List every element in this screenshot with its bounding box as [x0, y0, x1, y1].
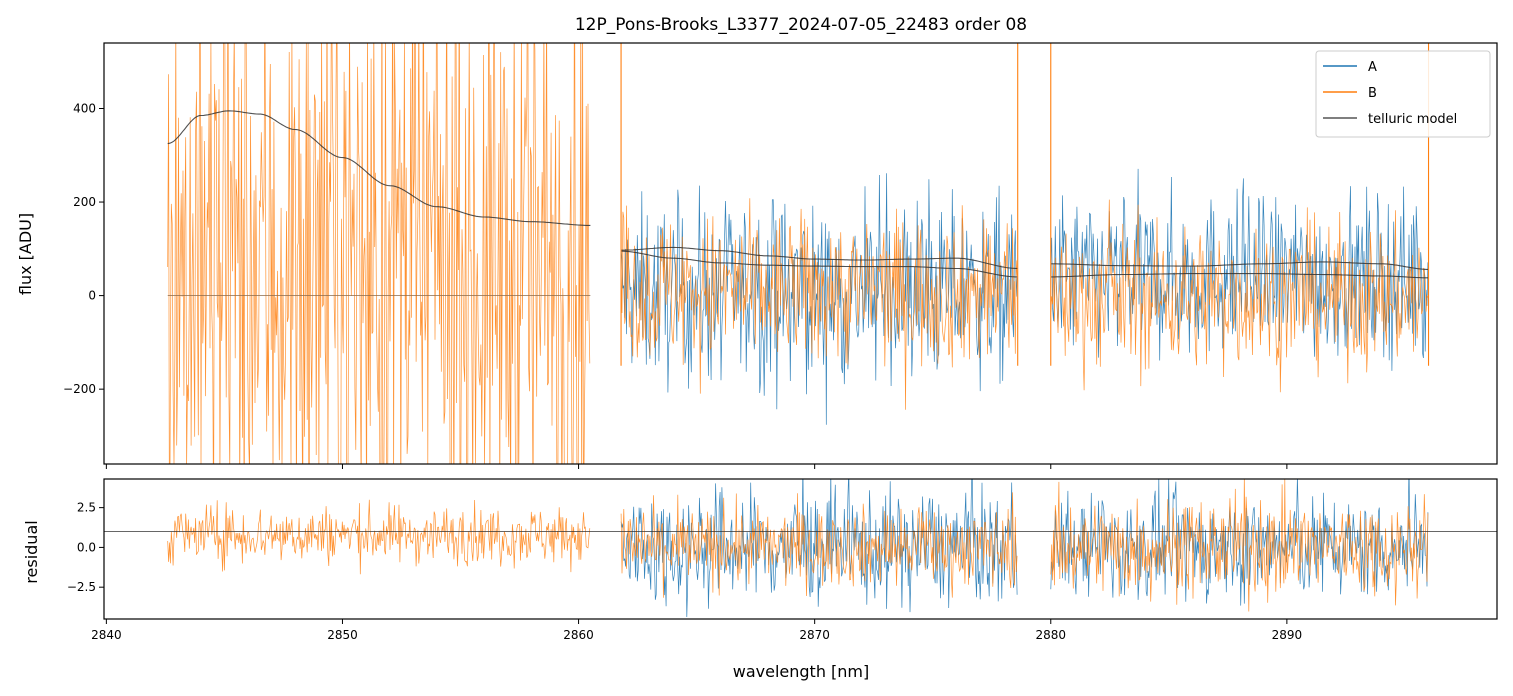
legend-label-telluric: telluric model [1368, 112, 1457, 127]
telluric-model-curve-3 [621, 250, 1018, 278]
telluric-model-curve-5 [1050, 273, 1429, 279]
legend-label-b: B [1368, 86, 1377, 101]
residual-y-axis-label: residual [22, 520, 41, 583]
legend-entry-a: A [1323, 60, 1377, 75]
chart-title: 12P_Pons-Brooks_L3377_2024-07-05_22483 o… [575, 15, 1027, 35]
x-tick-label: 2880 [1035, 628, 1066, 642]
residual-a-line-seg2 [620, 479, 1018, 618]
legend-label-a: A [1368, 60, 1377, 75]
residual-y-tick-label: 0.0 [77, 540, 96, 554]
x-tick-label: 2840 [91, 628, 122, 642]
main-y-ticks: −200 0 200 400 [63, 101, 104, 396]
x-tick-label: 2870 [799, 628, 830, 642]
main-y-axis-label: flux [ADU] [16, 213, 35, 295]
telluric-model-curve-2 [621, 246, 1018, 270]
telluric-model-curve-4 [1050, 261, 1429, 270]
legend: A B telluric model [1315, 50, 1491, 138]
x-axis-label: wavelength [nm] [733, 662, 870, 681]
series-b-line-seg1 [167, 43, 591, 464]
x-tick-label: 2890 [1272, 628, 1303, 642]
main-y-tick-label: 400 [73, 101, 96, 115]
residual-y-ticks: −2.5 0.0 2.5 [67, 501, 104, 594]
legend-entry-telluric: telluric model [1323, 112, 1457, 127]
main-y-tick-label: 200 [73, 195, 96, 209]
main-axes-frame [103, 42, 1498, 465]
series-b-line-seg3 [1050, 199, 1429, 393]
x-tick-label: 2860 [563, 628, 594, 642]
main-y-tick-label: −200 [63, 382, 96, 396]
series-b-line-seg2 [620, 198, 1018, 410]
telluric-model-curve-1 [167, 110, 591, 226]
main-x-ticks [105, 464, 1288, 469]
main-plot-area [167, 43, 1430, 464]
residual-b-line-seg1 [167, 499, 591, 575]
main-y-tick-label: 0 [88, 289, 96, 303]
residual-y-tick-label: −2.5 [67, 580, 96, 594]
residual-b-line-seg3 [1050, 479, 1429, 612]
residual-plot-area [104, 479, 1497, 618]
residual-x-ticks: 2840 2850 2860 2870 2880 2890 [91, 619, 1302, 642]
legend-entry-b: B [1323, 86, 1377, 101]
legend-box [1315, 50, 1491, 138]
residual-a-line-seg3 [1050, 479, 1429, 606]
residual-axes-frame [103, 478, 1498, 620]
x-tick-label: 2850 [327, 628, 358, 642]
residual-y-tick-label: 2.5 [77, 501, 96, 515]
